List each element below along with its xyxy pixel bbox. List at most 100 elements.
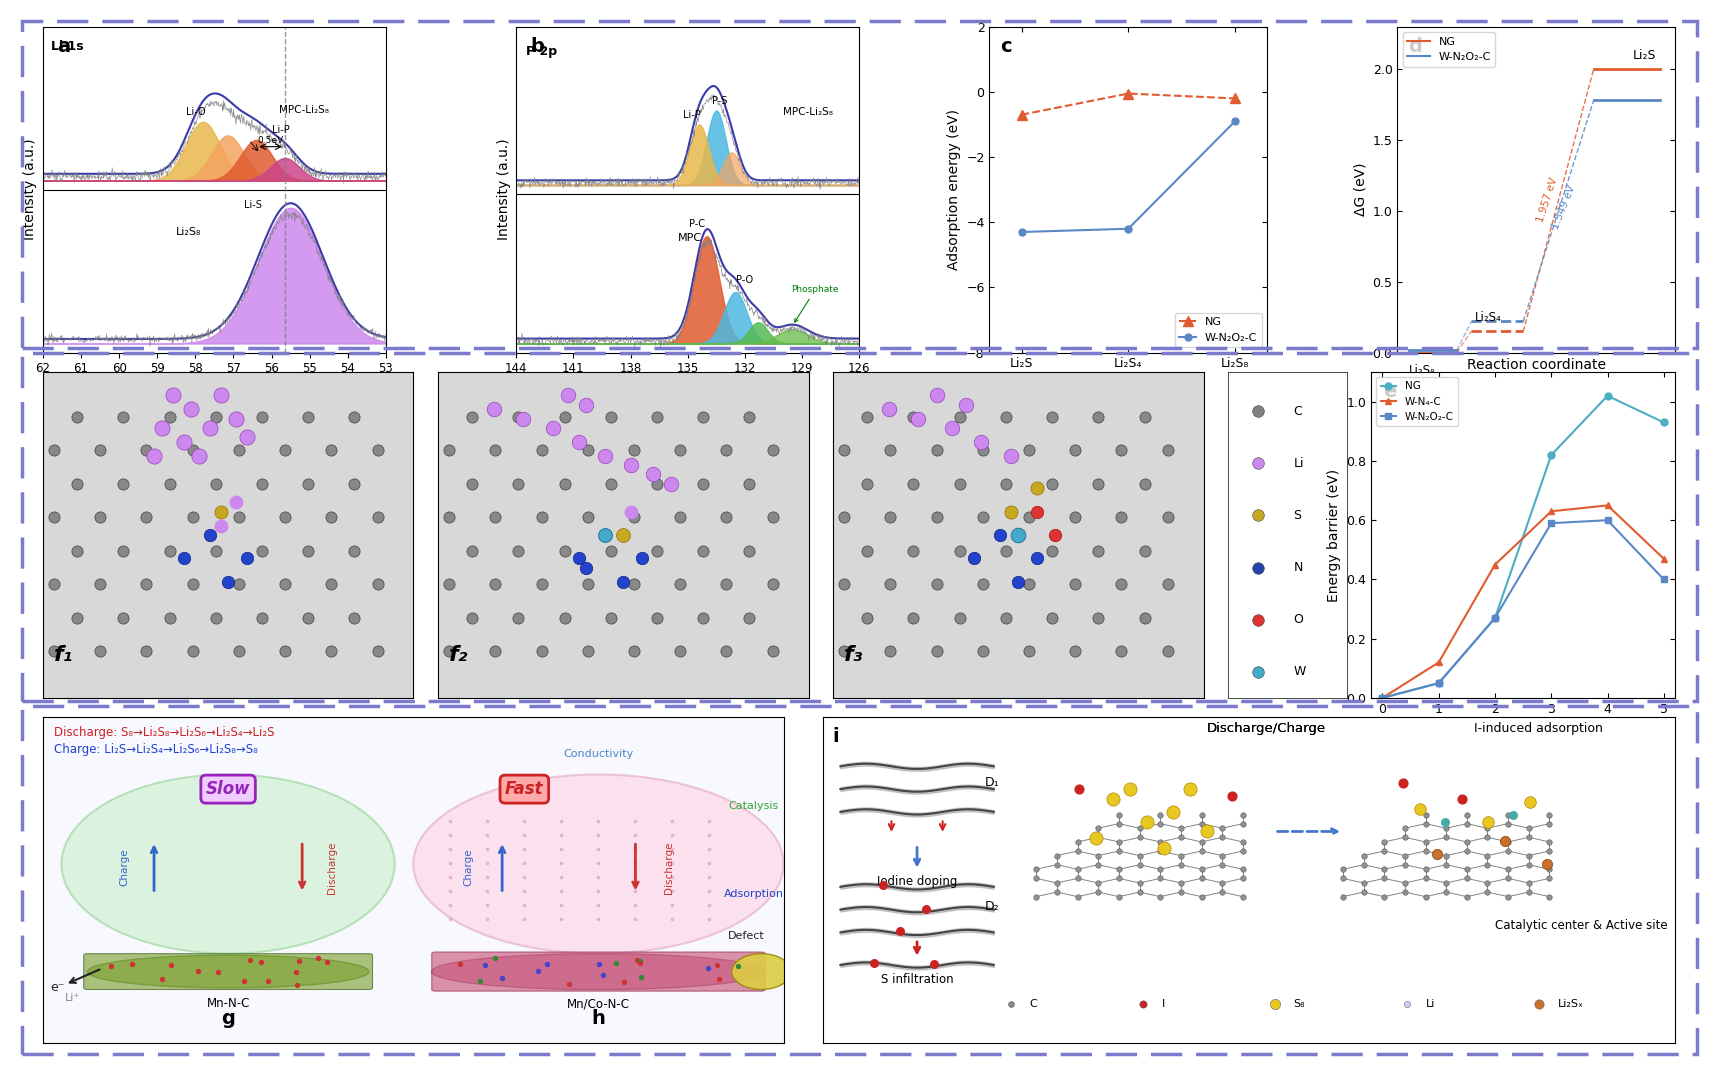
Point	[1187, 870, 1215, 887]
Point	[1412, 815, 1440, 832]
Point	[689, 475, 716, 492]
Point	[208, 387, 235, 404]
Point	[1063, 888, 1091, 905]
Text: Discharge/Charge: Discharge/Charge	[1206, 722, 1326, 735]
Point	[170, 433, 198, 450]
Point	[830, 508, 857, 525]
Point	[1330, 870, 1357, 887]
Point	[1208, 829, 1235, 846]
W-N₂O₂-C	[1225, 114, 1246, 127]
Point	[247, 409, 275, 426]
Point	[149, 970, 177, 988]
Point	[620, 576, 648, 593]
W-N₂O₂-C	[1012, 226, 1033, 239]
Point	[1084, 609, 1112, 626]
Point	[1536, 842, 1563, 859]
Point	[436, 813, 464, 830]
Point	[923, 576, 950, 593]
Point	[1130, 409, 1158, 426]
Point	[222, 410, 249, 427]
Point	[156, 957, 184, 974]
Point	[551, 542, 579, 560]
Point	[1146, 842, 1173, 859]
Point	[622, 883, 649, 900]
Point	[505, 409, 533, 426]
Point	[474, 911, 502, 928]
Text: Catalytic center & Active site: Catalytic center & Active site	[1495, 919, 1668, 932]
Text: Charge: Charge	[464, 849, 474, 886]
Point	[696, 897, 723, 914]
Point	[1228, 815, 1256, 832]
Text: Defect: Defect	[728, 931, 765, 941]
Legend: NG, W-N₄-C, W-N₂O₂-C: NG, W-N₄-C, W-N₂O₂-C	[1376, 378, 1459, 426]
Point	[234, 429, 261, 446]
Point	[969, 442, 996, 459]
Point	[1105, 806, 1132, 823]
Text: P-C: P-C	[689, 219, 704, 229]
W-N₂O₂-C	[1598, 514, 1618, 526]
Point	[900, 542, 928, 560]
Point	[1022, 870, 1050, 887]
Text: Iodine doping: Iodine doping	[876, 875, 957, 888]
Point	[610, 974, 637, 991]
Text: Li₂S₈: Li₂S₈	[177, 227, 201, 236]
Point	[234, 550, 261, 567]
Point	[436, 841, 464, 858]
Point	[1167, 847, 1194, 865]
Point	[696, 855, 723, 872]
W-N₂O₂-C	[1653, 574, 1673, 586]
Point	[1536, 888, 1563, 905]
Point	[86, 576, 113, 593]
Point	[921, 956, 948, 973]
Point	[1167, 874, 1194, 891]
Point	[696, 827, 723, 844]
Point	[436, 827, 464, 844]
Point	[658, 813, 685, 830]
Point	[610, 526, 637, 544]
Text: Li-S: Li-S	[244, 200, 261, 210]
Point	[1536, 806, 1563, 823]
Point	[574, 442, 601, 459]
Point	[1129, 995, 1156, 1012]
Y-axis label: Energy barrier (eV): Energy barrier (eV)	[1326, 469, 1340, 601]
Point	[225, 508, 253, 525]
Point	[435, 576, 462, 593]
Point	[1105, 815, 1132, 832]
Text: e: e	[1383, 382, 1397, 401]
Point	[1130, 609, 1158, 626]
Point	[1392, 874, 1419, 891]
Point	[204, 963, 232, 980]
Text: c: c	[1000, 36, 1012, 56]
Point	[510, 410, 538, 427]
Point	[179, 643, 206, 660]
Point	[1130, 475, 1158, 492]
Point	[1084, 409, 1112, 426]
Point	[1108, 508, 1136, 525]
Point	[1412, 870, 1440, 887]
Text: g: g	[222, 1009, 235, 1027]
Y-axis label: ΔG (eV): ΔG (eV)	[1354, 163, 1368, 216]
Point	[591, 526, 618, 544]
Point	[1412, 888, 1440, 905]
Text: C: C	[1294, 404, 1302, 417]
Point	[643, 542, 670, 560]
Point	[447, 956, 474, 973]
Point	[40, 643, 67, 660]
Text: Li-P: Li-P	[682, 109, 701, 120]
Point	[1125, 820, 1153, 837]
X-axis label: Reaction coordinate: Reaction coordinate	[1467, 358, 1606, 372]
Text: Adsorption: Adsorption	[723, 889, 783, 899]
Point	[1208, 884, 1235, 901]
Ellipse shape	[732, 953, 790, 990]
Point	[551, 609, 579, 626]
Point	[510, 841, 538, 858]
Point	[364, 442, 392, 459]
Text: Slow: Slow	[206, 780, 251, 798]
Point	[1038, 609, 1065, 626]
Point	[1062, 643, 1089, 660]
Point	[586, 956, 613, 973]
Point	[283, 977, 311, 994]
Point	[993, 609, 1020, 626]
Point	[1175, 781, 1203, 798]
Point	[1534, 856, 1562, 873]
